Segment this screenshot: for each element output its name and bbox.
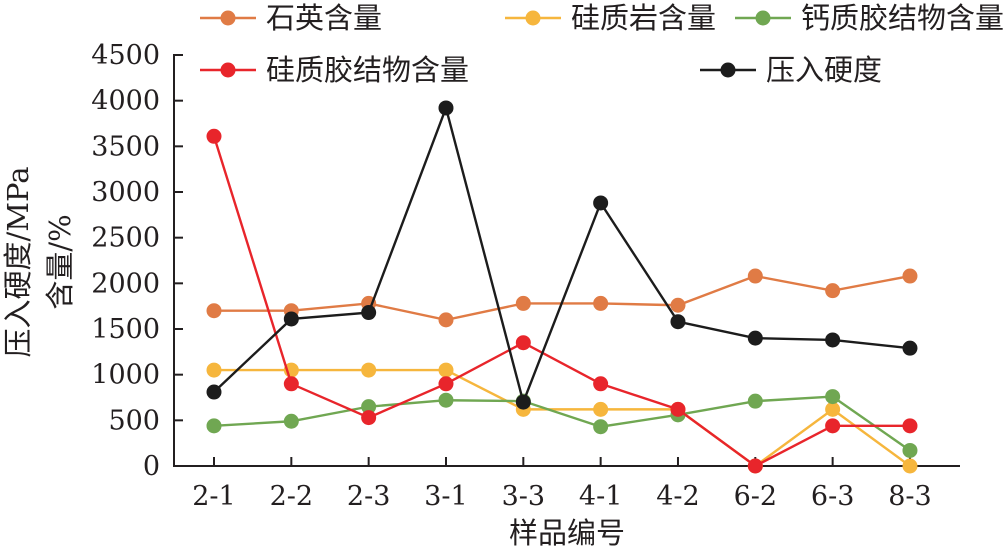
series-line — [213, 395, 911, 452]
data-point — [361, 399, 377, 415]
legend-marker — [220, 10, 236, 26]
data-point — [902, 268, 918, 284]
series-line — [213, 104, 911, 406]
legend-item: 压入硬度 — [700, 53, 882, 87]
x-tick-label: 3-1 — [424, 481, 467, 512]
y-tick-label: 4000 — [91, 86, 160, 117]
y-tick-label: 4500 — [91, 40, 160, 71]
x-axis: 2-1 2-2 2-3 3-1 3-3 4-1 4-2 6-2 6-3 8-3 — [173, 457, 960, 512]
data-point — [361, 410, 377, 426]
y-tick-label: 3500 — [91, 131, 160, 162]
legend-item: 硅质岩含量 — [505, 1, 716, 35]
data-point — [206, 128, 222, 144]
y-axis-title-line: 含量/% — [43, 214, 77, 309]
legend-marker — [755, 10, 771, 26]
data-point — [825, 283, 841, 299]
x-tick-label: 6-3 — [811, 481, 854, 512]
data-point — [825, 401, 841, 417]
data-point — [825, 418, 841, 434]
data-point — [902, 418, 918, 434]
data-point — [283, 413, 299, 429]
x-tick-label: 8-3 — [888, 481, 931, 512]
data-point — [206, 384, 222, 400]
legend-item: 石英含量 — [200, 1, 382, 35]
legend-marker — [525, 10, 541, 26]
y-tick-label: 1500 — [91, 314, 160, 345]
data-point — [206, 418, 222, 434]
data-point — [825, 389, 841, 405]
data-point — [593, 401, 609, 417]
data-point — [206, 362, 222, 378]
data-point — [515, 394, 531, 410]
y-tick-label: 0 — [143, 451, 160, 482]
data-point — [670, 297, 686, 313]
data-point — [593, 295, 609, 311]
data-point — [593, 419, 609, 435]
data-point — [747, 330, 763, 346]
series-line — [214, 274, 911, 322]
data-point — [902, 340, 918, 356]
data-point — [438, 362, 454, 378]
data-point — [438, 100, 454, 116]
data-point — [593, 376, 609, 392]
data-point — [747, 458, 763, 474]
data-point — [515, 295, 531, 311]
data-point — [438, 312, 454, 328]
x-tick-label: 2-1 — [192, 481, 235, 512]
data-point — [670, 314, 686, 330]
legend-marker — [220, 62, 236, 78]
series-0 — [206, 268, 918, 328]
y-axis-title: 压入硬度/MPa 含量/% — [1, 167, 77, 358]
series-line — [212, 135, 910, 468]
data-point — [438, 392, 454, 408]
data-point — [593, 195, 609, 211]
y-tick-label: 3000 — [91, 177, 160, 208]
y-tick-label: 2500 — [91, 223, 160, 254]
legend-label: 压入硬度 — [766, 53, 882, 87]
data-point — [361, 362, 377, 378]
y-axis-title-line: 压入硬度/MPa — [1, 167, 35, 358]
y-axis: 0 500 1000 1500 2000 2500 3000 3500 4000 4500 — [91, 40, 183, 482]
data-point — [747, 268, 763, 284]
legend-label: 硅质胶结物含量 — [266, 53, 469, 87]
legend-marker — [720, 62, 736, 78]
legend-label: 石英含量 — [266, 1, 382, 35]
series-2 — [206, 389, 918, 458]
plot-area — [206, 100, 918, 474]
x-tick-label: 2-2 — [270, 481, 313, 512]
y-tick-label: 500 — [108, 405, 160, 436]
x-tick-label: 4-2 — [656, 481, 699, 512]
data-point — [747, 393, 763, 409]
y-tick-label: 2000 — [91, 268, 160, 299]
x-tick-label: 3-3 — [502, 481, 545, 512]
x-tick-label: 6-2 — [734, 481, 777, 512]
data-point — [825, 332, 841, 348]
data-point — [670, 401, 686, 417]
data-point — [515, 335, 531, 351]
series-4 — [206, 100, 918, 410]
legend-label: 钙质胶结物含量 — [801, 1, 1004, 35]
x-axis-title: 样品编号 — [509, 516, 625, 550]
data-point — [283, 311, 299, 327]
legend-item: 硅质胶结物含量 — [200, 53, 469, 87]
x-tick-label: 2-3 — [347, 481, 390, 512]
data-point — [283, 376, 299, 392]
legend-label: 硅质岩含量 — [571, 1, 716, 35]
data-point — [361, 305, 377, 321]
data-point — [206, 303, 222, 319]
data-point — [902, 458, 918, 474]
series-3 — [206, 128, 918, 474]
data-point — [438, 376, 454, 392]
data-point — [902, 442, 918, 458]
y-tick-label: 1000 — [91, 360, 160, 391]
series-line — [214, 368, 911, 468]
legend-item: 钙质胶结物含量 — [735, 1, 1004, 35]
x-tick-label: 4-1 — [579, 481, 622, 512]
